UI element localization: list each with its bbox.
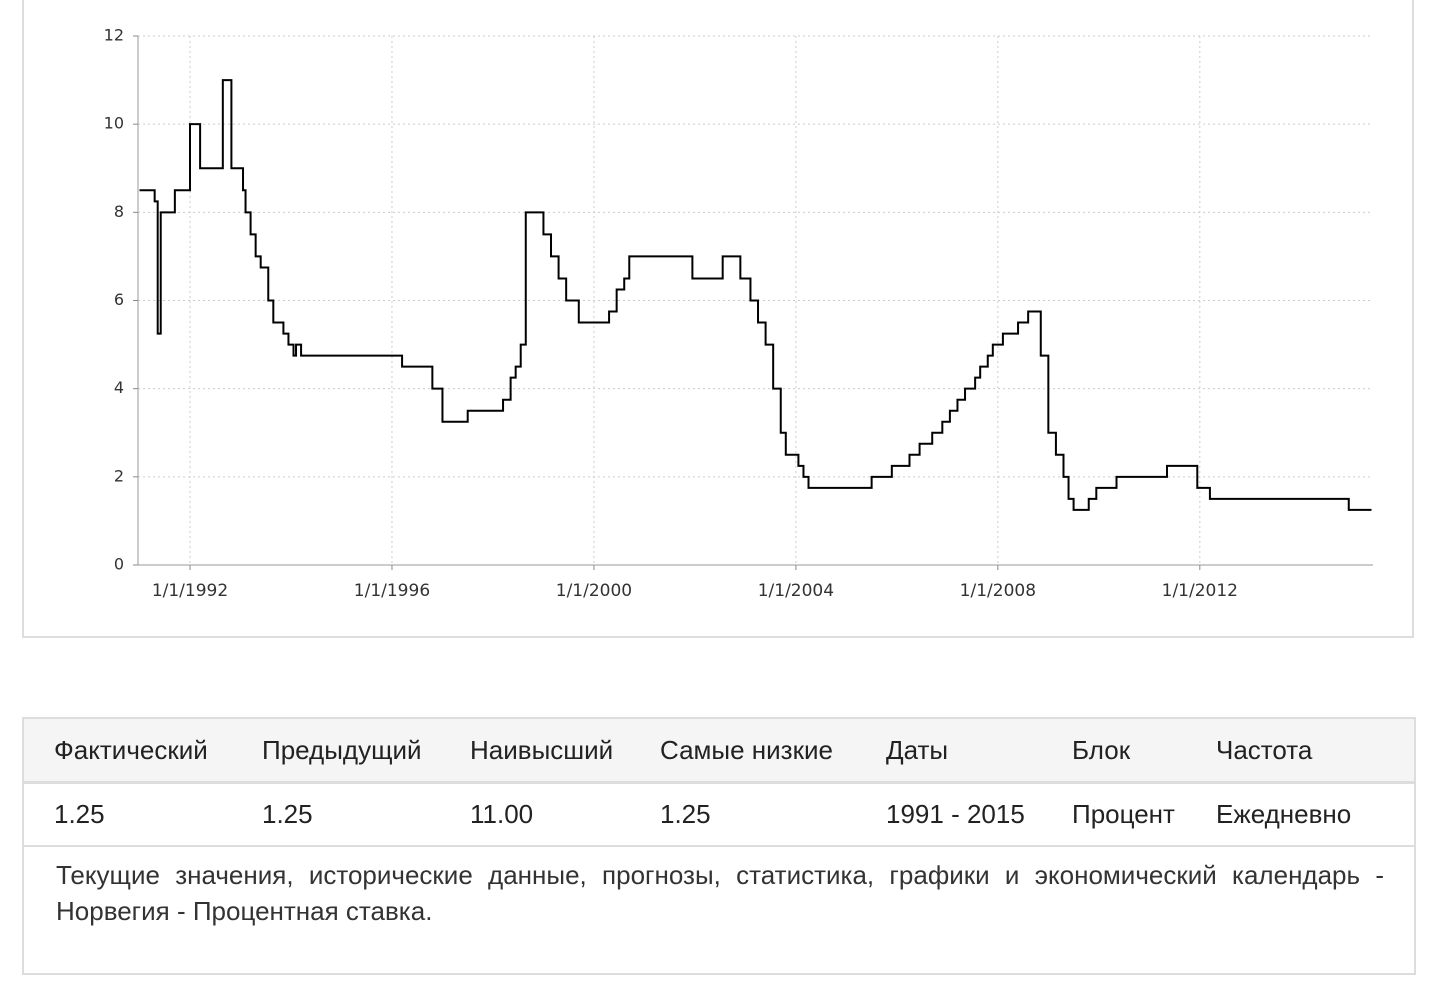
cell: Процент bbox=[1072, 799, 1175, 829]
y-tick-label: 0 bbox=[114, 555, 124, 574]
cell: 11.00 bbox=[470, 799, 534, 829]
header-row: Фактический Предыдущий Наивысший Самые низк… bbox=[24, 719, 1414, 784]
cell: 1.25 bbox=[262, 799, 313, 829]
data-line bbox=[139, 79, 1372, 511]
y-tick-label: 12 bbox=[104, 26, 124, 45]
value-row: 1.25 1.25 11.00 1.25 1991 - 2015 Процент Ежедн… bbox=[24, 783, 1414, 847]
x-tick-label: 1/1/2004 bbox=[758, 581, 834, 601]
y-tick-label: 4 bbox=[114, 378, 124, 397]
column-header: Частота bbox=[1216, 735, 1313, 765]
x-tick-label: 1/1/2008 bbox=[960, 581, 1036, 601]
column-header: Наивысший bbox=[470, 735, 614, 765]
column-header: Блок bbox=[1072, 735, 1131, 765]
cell: Ежедневно bbox=[1216, 799, 1352, 829]
y-tick-label: 6 bbox=[114, 290, 124, 309]
column-header: Фактический bbox=[54, 735, 208, 765]
column-header: Самые низкие bbox=[660, 735, 833, 765]
cell: 1.25 bbox=[660, 799, 711, 829]
summary-table: Фактический Предыдущий Наивысший Самые низк… bbox=[22, 717, 1416, 975]
x-tick-label: 1/1/2012 bbox=[1162, 581, 1238, 601]
y-tick-label: 8 bbox=[114, 202, 124, 221]
column-header: Даты bbox=[886, 735, 949, 765]
cell: 1.25 bbox=[54, 799, 105, 829]
y-tick-label: 2 bbox=[114, 466, 124, 485]
column-header: Предыдущий bbox=[262, 735, 422, 765]
chart-panel: 0 2 4 6 8 10 12 1/1/1992 1/1/1996 1/1/2000 1/1/200… bbox=[22, 0, 1414, 638]
x-tick-label: 1/1/1992 bbox=[152, 581, 228, 601]
x-tick-label: 1/1/2000 bbox=[556, 581, 632, 601]
y-tick-label: 10 bbox=[104, 114, 124, 133]
cell: 1991 - 2015 bbox=[886, 799, 1025, 829]
x-tick-label: 1/1/1996 bbox=[354, 581, 430, 601]
description: Текущие значения, исторические данные, п… bbox=[56, 860, 1384, 926]
chart: 0 2 4 6 8 10 12 1/1/1992 1/1/1996 1/1/2000 1/1/200… bbox=[104, 26, 1373, 601]
